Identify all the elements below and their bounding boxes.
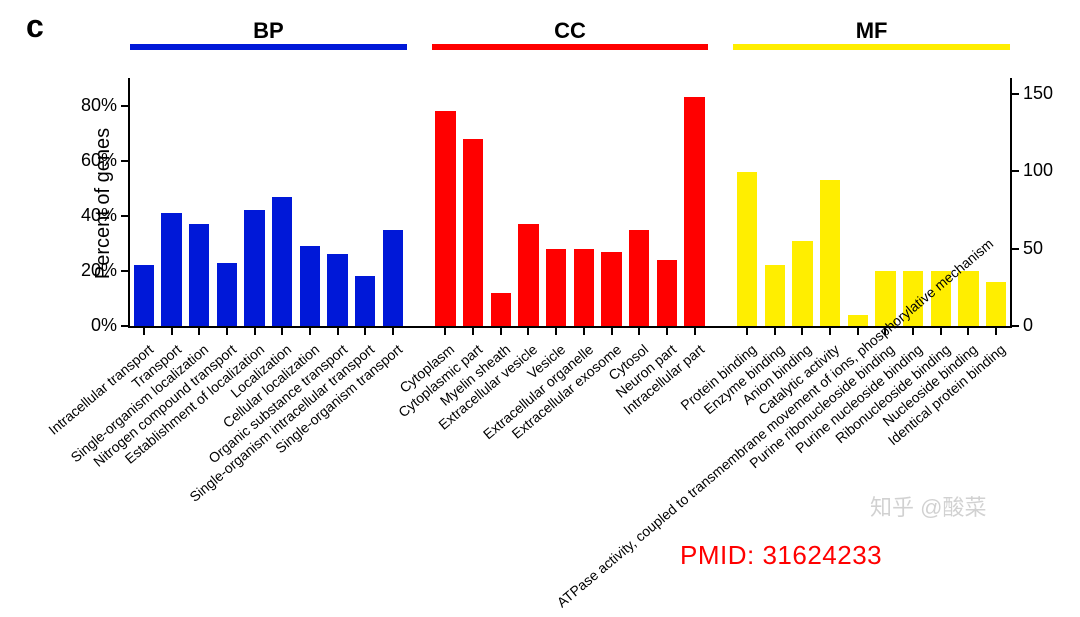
bar bbox=[848, 315, 868, 326]
y-right-tick-label: 150 bbox=[1023, 83, 1053, 104]
group-rule bbox=[733, 44, 1010, 50]
bar bbox=[327, 254, 347, 326]
y-right-tick-label: 100 bbox=[1023, 160, 1053, 181]
bar bbox=[518, 224, 538, 326]
group-rule bbox=[432, 44, 709, 50]
y-right-tick-label: 50 bbox=[1023, 238, 1043, 259]
group-rule bbox=[130, 44, 407, 50]
bar bbox=[383, 230, 403, 326]
bar bbox=[355, 276, 375, 326]
bar bbox=[629, 230, 649, 326]
group-header: CC bbox=[432, 18, 709, 44]
bar bbox=[463, 139, 483, 326]
bar bbox=[300, 246, 320, 326]
bar bbox=[189, 224, 209, 326]
panel-letter: c bbox=[26, 8, 44, 45]
bar bbox=[491, 293, 511, 326]
y-left-tick-label: 80% bbox=[81, 95, 117, 116]
bar bbox=[272, 197, 292, 327]
bar bbox=[737, 172, 757, 326]
bar bbox=[217, 263, 237, 326]
bar bbox=[546, 249, 566, 326]
bar bbox=[601, 252, 621, 326]
bar bbox=[134, 265, 154, 326]
bar bbox=[986, 282, 1006, 326]
bar bbox=[657, 260, 677, 326]
bar bbox=[161, 213, 181, 326]
bar bbox=[684, 97, 704, 326]
bar bbox=[244, 210, 264, 326]
plot-area bbox=[130, 78, 1010, 326]
group-header: MF bbox=[733, 18, 1010, 44]
watermark-cn: 知乎 @酸菜 bbox=[870, 490, 986, 522]
y-axis-left-title: Percent of genes bbox=[92, 128, 115, 279]
y-right-tick-label: 0 bbox=[1023, 315, 1033, 336]
bar bbox=[765, 265, 785, 326]
group-header: BP bbox=[130, 18, 407, 44]
pmid-text: PMID: 31624233 bbox=[680, 540, 882, 571]
y-left-tick-label: 0% bbox=[91, 315, 117, 336]
bar bbox=[792, 241, 812, 326]
bar bbox=[820, 180, 840, 326]
bar bbox=[435, 111, 455, 326]
bar bbox=[574, 249, 594, 326]
bar bbox=[958, 271, 978, 326]
